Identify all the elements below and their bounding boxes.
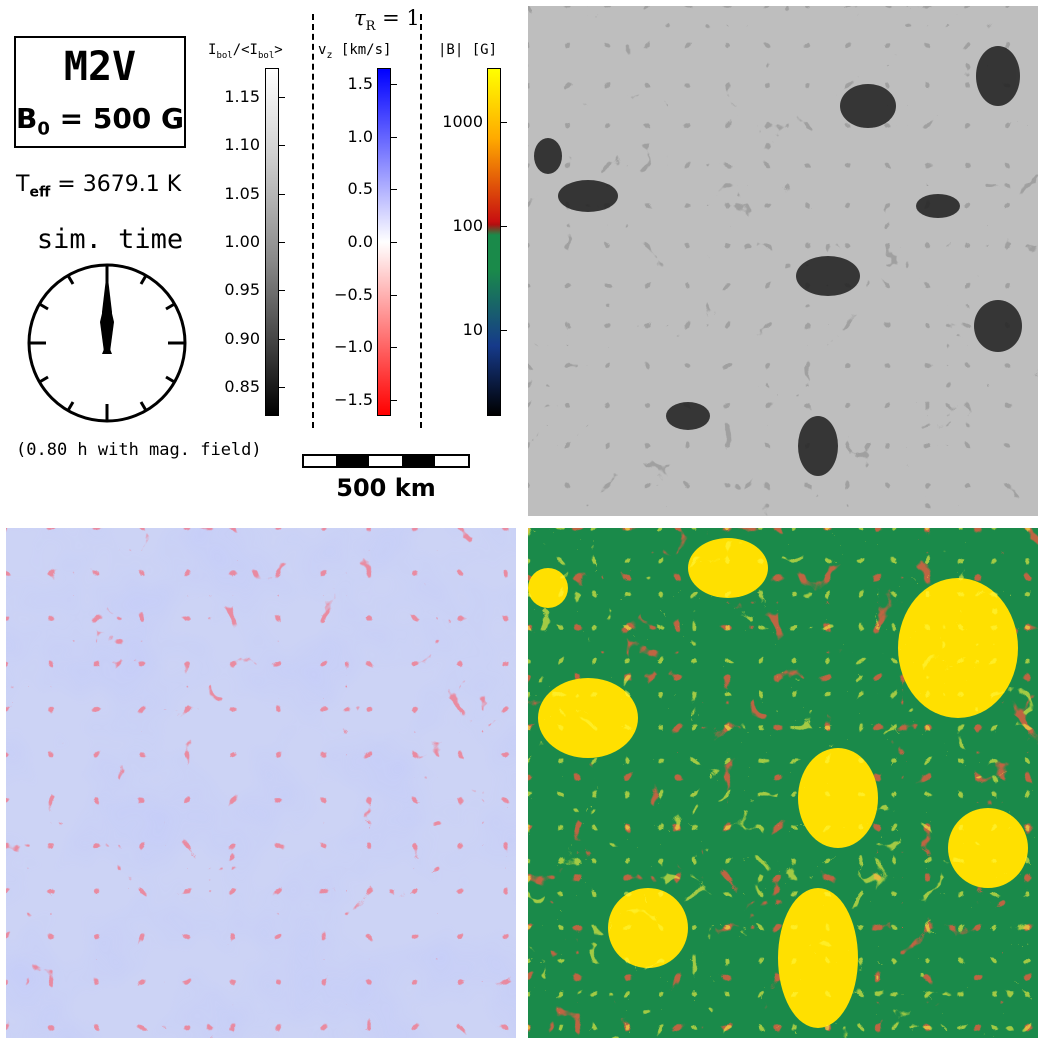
velocity-tick: 0.5	[347, 179, 373, 199]
velocity-tick-mark	[391, 347, 397, 349]
field-strength-map	[528, 528, 1038, 1038]
intensity-tick-mark	[279, 338, 285, 340]
velocity-colorbar-label: vz [km/s]	[318, 42, 392, 61]
intensity-colorbar	[265, 68, 279, 416]
field-tick-mark	[501, 121, 507, 123]
velocity-tick-mark	[391, 136, 397, 138]
velocity-colorbar	[377, 68, 391, 416]
b0-value: B0 = 500 G	[16, 102, 185, 140]
intensity-tick: 1.15	[224, 87, 260, 106]
intensity-tick-mark	[279, 97, 285, 98]
intensity-tick-mark	[279, 242, 285, 243]
velocity-tick-mark	[391, 242, 397, 243]
separator-line-left	[312, 14, 314, 428]
velocity-tick-mark	[391, 294, 397, 296]
scale-bar-label: 500 km	[336, 474, 436, 502]
field-colorbar-label: |B| [G]	[438, 42, 498, 58]
sim-time-label: sim. time	[36, 224, 184, 255]
field-tick-mark	[501, 330, 507, 332]
separator-line-right	[420, 14, 422, 428]
intensity-tick: 1.10	[224, 135, 260, 155]
velocity-tick-mark	[391, 189, 397, 191]
clock-icon	[27, 263, 187, 423]
star-type: M2V	[63, 44, 137, 90]
intensity-tick: 1.05	[224, 183, 260, 203]
velocity-tick: 1.5	[347, 73, 373, 93]
star-info-box: M2V B0 = 500 G	[14, 36, 186, 148]
intensity-tick-mark	[279, 387, 285, 388]
field-tick: 10	[462, 320, 483, 340]
intensity-tick-mark	[279, 290, 285, 292]
scale-bar	[302, 454, 470, 468]
surface-label: τR = 1	[354, 6, 420, 35]
field-tick: 100	[452, 216, 483, 236]
intensity-colorbar-label: Ibol/<Ibol>	[208, 42, 283, 61]
field-tick: 1000	[442, 111, 483, 131]
intensity-tick: 1.00	[224, 232, 260, 251]
intensity-tick: 0.90	[224, 328, 260, 348]
teff-value: Teff = 3679.1 K	[16, 172, 182, 201]
intensity-tick-mark	[279, 145, 285, 147]
velocity-tick: −1.0	[334, 337, 373, 357]
intensity-map	[528, 6, 1038, 516]
field-tick-mark	[501, 226, 507, 228]
velocity-tick-mark	[391, 83, 397, 85]
velocity-tick: 0.0	[347, 232, 373, 251]
velocity-tick: −0.5	[334, 284, 373, 304]
field-colorbar	[487, 68, 501, 416]
intensity-tick-mark	[279, 193, 285, 195]
velocity-map	[6, 528, 516, 1038]
intensity-tick: 0.95	[224, 280, 260, 300]
velocity-tick: −1.5	[334, 390, 373, 410]
sim-time-note: (0.80 h with mag. field)	[16, 440, 262, 460]
velocity-tick: 1.0	[347, 126, 373, 146]
velocity-tick-mark	[391, 400, 397, 402]
intensity-tick: 0.85	[224, 377, 260, 396]
